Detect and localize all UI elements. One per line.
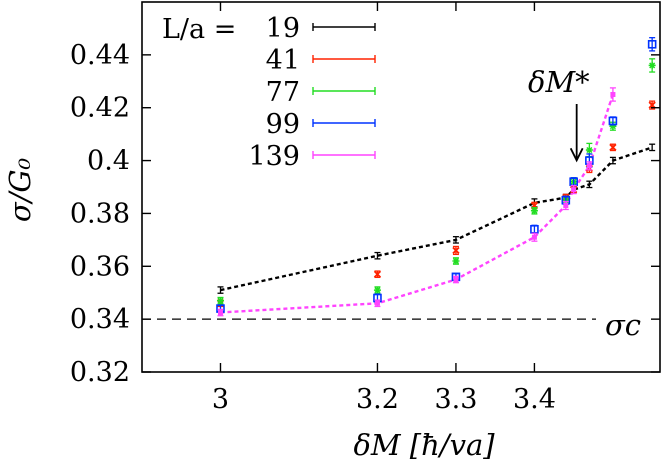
x-axis: 3 3.2 3.3 3.4 [212,2,556,415]
data-point [648,58,656,73]
data-point [530,206,538,215]
arrow-head [569,147,584,163]
x-tick-label: 3.2 [356,384,399,415]
data-point [609,156,616,165]
data-point [530,224,539,234]
data-point [608,116,618,126]
data-point [452,245,460,256]
legend-title: L/a = [162,14,236,45]
delta-m-star-label: δM* [528,65,590,99]
data-point [586,161,593,171]
data-point [609,87,616,102]
y-tick-label: 0.34 [70,304,130,335]
legend-label: 19 [266,13,300,44]
data-point [531,232,538,242]
y-tick-label: 0.42 [70,93,130,124]
data-point [609,143,617,152]
plot-frame [141,1,661,373]
data-point [570,185,577,195]
data-point [562,200,569,211]
x-axis-label-text: δM [ħ/va] [353,428,495,462]
y-tick-label: 0.36 [70,251,130,282]
y-tick-label: 0.44 [70,40,130,71]
sigma-c-label: σc [605,308,641,342]
data-point [373,270,382,279]
data-point [374,251,381,260]
legend-entry: 41 [266,45,376,76]
legend-entry: 99 [266,109,376,140]
y-tick-label: 0.32 [70,357,130,388]
data-point [648,100,656,110]
data-point [217,286,224,294]
data-point [216,296,224,305]
data-point [649,143,656,152]
plot-marks [216,37,657,317]
data-point [373,286,381,294]
legend-entry: 77 [266,77,376,108]
x-axis-label: δM [ħ/va] [353,428,495,462]
legend-entry: 19 [266,13,376,44]
y-axis-label-text: σ/G₀ [3,157,37,222]
x-tick-label: 3.3 [434,384,477,415]
legend-entry: 139 [248,141,376,172]
data-point [374,299,381,308]
legend-label: 139 [248,141,300,172]
x-tick-label: 3 [212,384,229,415]
data-point [452,236,459,244]
data-point [452,275,459,284]
y-tick-label: 0.4 [87,146,130,177]
delta-m-star-annotation: δM* [528,65,590,163]
plot-lines [142,94,653,320]
x-tick-label: 3.4 [513,384,556,415]
data-point [647,37,657,52]
legend-label: 41 [266,45,300,76]
data-point [217,308,224,317]
y-axis: 0.32 0.34 0.36 0.38 0.4 0.42 0.44 [70,40,660,388]
svg-text:δM [ħ/va]: δM [ħ/va] [353,428,495,462]
legend-label: 77 [266,77,300,108]
data-point [586,180,593,189]
y-axis-label: σ/G₀ [3,157,37,222]
legend-label: 99 [266,109,300,140]
y-tick-label: 0.38 [70,198,130,229]
data-point [452,257,460,265]
